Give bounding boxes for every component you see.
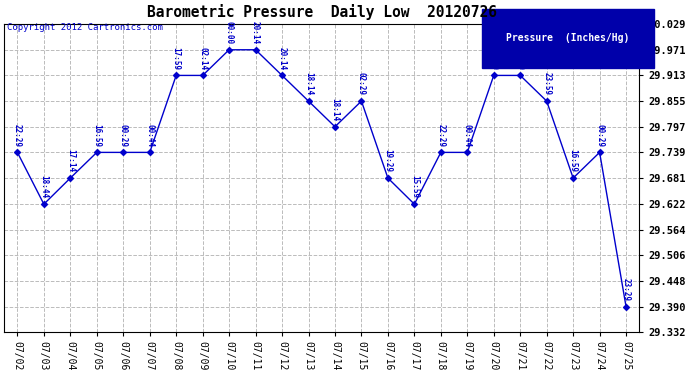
- Text: 02:29: 02:29: [357, 72, 366, 96]
- Text: 16:59: 16:59: [569, 149, 578, 172]
- Text: 17:14: 17:14: [66, 149, 75, 172]
- Text: 01:29: 01:29: [489, 47, 498, 70]
- Text: 00:44: 00:44: [463, 124, 472, 147]
- Text: 00:44: 00:44: [145, 124, 155, 147]
- Text: 02:14: 02:14: [198, 47, 207, 70]
- Text: 23:59: 23:59: [542, 72, 551, 96]
- Text: 18:14: 18:14: [304, 72, 313, 96]
- Text: 00:29: 00:29: [595, 124, 604, 147]
- Text: 18:14: 18:14: [331, 98, 339, 121]
- Text: 16:59: 16:59: [92, 124, 101, 147]
- Text: 18:44: 18:44: [39, 176, 48, 199]
- Text: 22:29: 22:29: [13, 124, 22, 147]
- Text: 17:29: 17:29: [515, 47, 524, 70]
- Text: 20:14: 20:14: [277, 47, 286, 70]
- Text: 22:29: 22:29: [436, 124, 445, 147]
- Text: 17:59: 17:59: [172, 47, 181, 70]
- Text: Pressure  (Inches/Hg): Pressure (Inches/Hg): [506, 33, 630, 44]
- Text: Copyright 2012 Cartronics.com: Copyright 2012 Cartronics.com: [7, 22, 163, 32]
- Text: 15:59: 15:59: [410, 176, 419, 199]
- Title: Barometric Pressure  Daily Low  20120726: Barometric Pressure Daily Low 20120726: [147, 4, 497, 20]
- Text: 00:29: 00:29: [119, 124, 128, 147]
- Text: 19:29: 19:29: [384, 149, 393, 172]
- Text: 20:14: 20:14: [251, 21, 260, 44]
- Text: 23:29: 23:29: [622, 278, 631, 301]
- Text: 00:00: 00:00: [225, 21, 234, 44]
